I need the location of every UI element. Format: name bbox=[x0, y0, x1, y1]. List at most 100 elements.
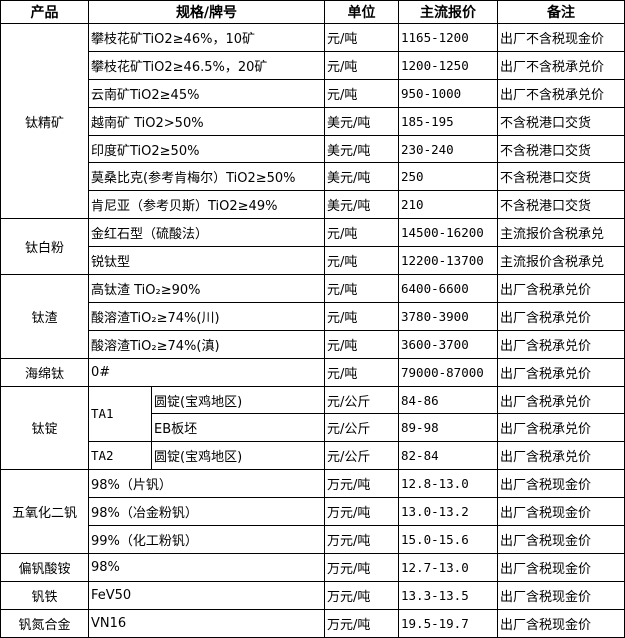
header-price: 主流报价 bbox=[398, 0, 498, 24]
table-row: 酸溶渣TiO₂≥74%(川) 元/吨 3780-3900 出厂含税承兑价 bbox=[1, 301, 625, 331]
product-cell: 钛锭 bbox=[0, 385, 89, 471]
product-cell: 钛白粉 bbox=[0, 218, 89, 276]
table-row: 攀枝花矿TiO2≥46.5%，20矿 元/吨 1200-1250 出厂不含税承兑价 bbox=[1, 50, 625, 80]
price-cell: 185-195 bbox=[398, 106, 498, 136]
price-cell: 250 bbox=[398, 162, 498, 192]
spec-cell: 印度矿TiO2≥50% bbox=[88, 134, 325, 164]
note-cell: 出厂含税现金价 bbox=[497, 552, 625, 582]
price-cell: 82-84 bbox=[398, 441, 498, 471]
spec-cell: 98%（冶金粉钒） bbox=[88, 497, 325, 527]
price-cell: 14500-16200 bbox=[398, 218, 498, 248]
product-cell: 钛精矿 bbox=[0, 22, 89, 220]
note-cell: 出厂含税承兑价 bbox=[497, 274, 625, 303]
unit-cell: 万元/吨 bbox=[324, 580, 399, 610]
price-cell: 6400-6600 bbox=[398, 274, 498, 303]
table-body: 钛精矿 攀枝花矿TiO2≥46%，10矿 元/吨 1165-1200 出厂不含税现金价攀… bbox=[0, 22, 625, 638]
spec-cell: VN16 bbox=[88, 608, 325, 638]
spec-cell: 锐钛型 bbox=[88, 246, 325, 276]
spec-cell: 攀枝花矿TiO2≥46.5%，20矿 bbox=[88, 50, 325, 80]
spec-cell: 高钛渣 TiO₂≥90% bbox=[88, 274, 325, 303]
unit-cell: 元/吨 bbox=[324, 274, 399, 303]
unit-cell: 元/吨 bbox=[324, 301, 399, 331]
header-spec: 规格/牌号 bbox=[88, 0, 325, 24]
note-cell: 出厂含税现金价 bbox=[497, 608, 625, 638]
grade-cell: TA1 bbox=[88, 385, 152, 443]
unit-cell: 元/吨 bbox=[324, 329, 399, 359]
spec-cell: 98% bbox=[88, 552, 325, 582]
table-row: 越南矿 TiO2>50% 美元/吨 185-195 不含税港口交货 bbox=[1, 106, 625, 136]
product-cell: 偏钒酸铵 bbox=[0, 552, 89, 582]
note-cell: 出厂不含税承兑价 bbox=[497, 50, 625, 80]
price-cell: 210 bbox=[398, 190, 498, 220]
spec-cell: FeV50 bbox=[88, 580, 325, 610]
spec-cell: 肯尼亚（参考贝斯）TiO2≥49% bbox=[88, 190, 325, 220]
unit-cell: 元/吨 bbox=[324, 246, 399, 276]
unit-cell: 万元/吨 bbox=[324, 469, 399, 499]
spec-cell: 圆锭(宝鸡地区) bbox=[151, 441, 325, 471]
unit-cell: 万元/吨 bbox=[324, 525, 399, 554]
price-cell: 1165-1200 bbox=[398, 23, 498, 52]
price-cell: 12200-13700 bbox=[398, 246, 498, 276]
unit-cell: 元/吨 bbox=[324, 23, 399, 52]
price-cell: 89-98 bbox=[398, 413, 498, 443]
table-row: 海绵钛 0# 元/吨 79000-87000 出厂含税承兑价 bbox=[0, 357, 625, 387]
price-cell: 950-1000 bbox=[398, 78, 498, 108]
table-row: 钛精矿 攀枝花矿TiO2≥46%，10矿 元/吨 1165-1200 出厂不含税现金价 bbox=[0, 22, 625, 220]
spec-cell: 莫桑比克(参考肯梅尔）TiO2≥50% bbox=[88, 162, 325, 192]
table-row: 锐钛型 元/吨 12200-13700 主流报价含税承兑 bbox=[1, 246, 625, 276]
grade-cell: TA2 bbox=[88, 441, 152, 471]
price-cell: 19.5-19.7 bbox=[398, 608, 498, 638]
spec-cell: 金红石型（硫酸法） bbox=[88, 218, 325, 248]
table-row: 99%（化工粉钒） 万元/吨 15.0-15.6 出厂含税现金价 bbox=[1, 525, 625, 554]
unit-cell: 元/吨 bbox=[324, 78, 399, 108]
note-cell: 出厂含税现金价 bbox=[497, 580, 625, 610]
note-cell: 不含税港口交货 bbox=[497, 190, 625, 220]
spec-cell: 酸溶渣TiO₂≥74%(滇) bbox=[88, 329, 325, 359]
note-cell: 出厂含税承兑价 bbox=[497, 301, 625, 331]
spec-cell: 酸溶渣TiO₂≥74%(川) bbox=[88, 301, 325, 331]
product-cell: 钒铁 bbox=[0, 580, 89, 610]
price-cell: 12.7-13.0 bbox=[398, 552, 498, 582]
table-row: 印度矿TiO2≥50% 美元/吨 230-240 不含税港口交货 bbox=[1, 134, 625, 164]
unit-cell: 美元/吨 bbox=[324, 162, 399, 192]
unit-cell: 美元/吨 bbox=[324, 106, 399, 136]
price-cell: 3780-3900 bbox=[398, 301, 498, 331]
header-row: 产品 规格/牌号 单位 主流报价 备注 bbox=[0, 0, 625, 24]
note-cell: 出厂不含税承兑价 bbox=[497, 78, 625, 108]
note-cell: 不含税港口交货 bbox=[497, 162, 625, 192]
header-unit: 单位 bbox=[324, 0, 399, 24]
unit-cell: 元/公斤 bbox=[324, 385, 399, 415]
spec-cell: 云南矿TiO2≥45% bbox=[88, 78, 325, 108]
spec-cell: 攀枝花矿TiO2≥46%，10矿 bbox=[88, 23, 325, 52]
unit-cell: 美元/吨 bbox=[324, 190, 399, 220]
table-row: 钒铁 FeV50 万元/吨 13.3-13.5 出厂含税现金价 bbox=[0, 580, 625, 610]
note-cell: 出厂含税承兑价 bbox=[497, 329, 625, 359]
price-cell: 15.0-15.6 bbox=[398, 525, 498, 554]
note-cell: 出厂含税承兑价 bbox=[497, 385, 625, 415]
unit-cell: 万元/吨 bbox=[324, 608, 399, 638]
table-row: TA2 圆锭(宝鸡地区) 元/公斤 82-84 出厂含税承兑价 bbox=[1, 441, 625, 471]
spec-cell: 越南矿 TiO2>50% bbox=[88, 106, 325, 136]
table-row: EB板坯 元/公斤 89-98 出厂含税承兑价 bbox=[1, 413, 625, 443]
table-row: 五氧化二钒 98%（片钒） 万元/吨 12.8-13.0 出厂含税现金价 bbox=[0, 469, 625, 554]
note-cell: 主流报价含税承兑 bbox=[497, 246, 625, 276]
spec-cell: 99%（化工粉钒） bbox=[88, 525, 325, 554]
unit-cell: 元/吨 bbox=[324, 357, 399, 387]
unit-cell: 元/公斤 bbox=[324, 441, 399, 471]
spec-cell: EB板坯 bbox=[151, 413, 325, 443]
note-cell: 主流报价含税承兑 bbox=[497, 218, 625, 248]
unit-cell: 元/公斤 bbox=[324, 413, 399, 443]
note-cell: 出厂含税现金价 bbox=[497, 497, 625, 527]
product-cell: 钛渣 bbox=[0, 274, 89, 359]
note-cell: 出厂含税承兑价 bbox=[497, 413, 625, 443]
table-row: 钛锭 TA1 圆锭(宝鸡地区) 元/公斤 84-86 出厂含税承兑价 bbox=[0, 385, 625, 471]
table-row: 云南矿TiO2≥45% 元/吨 950-1000 出厂不含税承兑价 bbox=[1, 78, 625, 108]
table-row: 98%（冶金粉钒） 万元/吨 13.0-13.2 出厂含税现金价 bbox=[1, 497, 625, 527]
note-cell: 不含税港口交货 bbox=[497, 106, 625, 136]
spec-cell: 圆锭(宝鸡地区) bbox=[151, 385, 325, 415]
table-row: 钛白粉 金红石型（硫酸法） 元/吨 14500-16200 主流报价含税承兑 bbox=[0, 218, 625, 276]
note-cell: 不含税港口交货 bbox=[497, 134, 625, 164]
price-cell: 79000-87000 bbox=[398, 357, 498, 387]
table-row: 偏钒酸铵 98% 万元/吨 12.7-13.0 出厂含税现金价 bbox=[0, 552, 625, 582]
product-cell: 海绵钛 bbox=[0, 357, 89, 387]
